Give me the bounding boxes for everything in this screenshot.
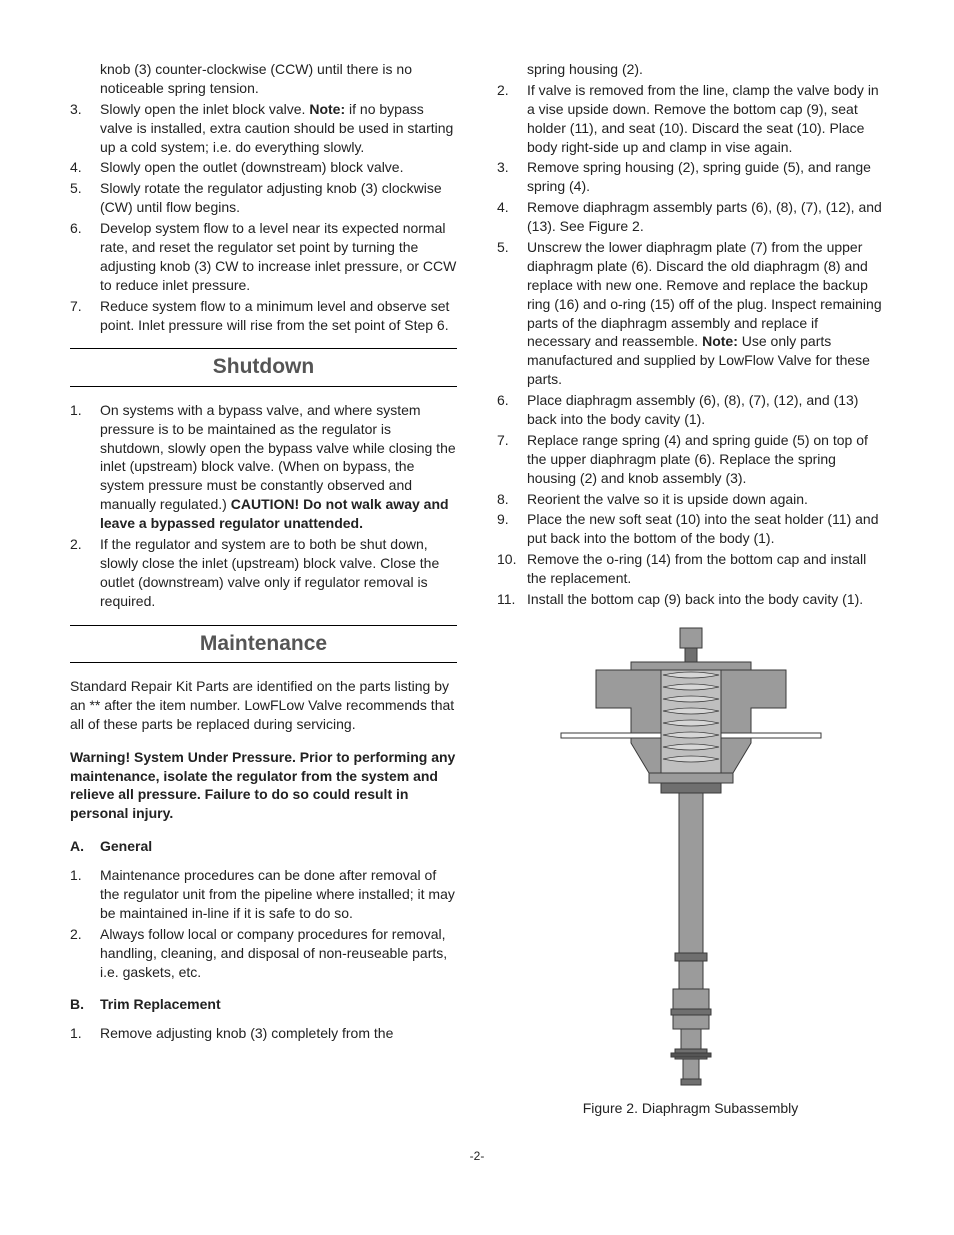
list-text: Unscrew the lower diaphragm plate (7) fr… — [527, 238, 884, 389]
list-text: Replace range spring (4) and spring guid… — [527, 431, 884, 488]
list-text: If valve is removed from the line, clamp… — [527, 81, 884, 157]
list-num: 6. — [70, 219, 100, 295]
list-num: 7. — [70, 297, 100, 335]
list-num — [497, 60, 527, 79]
list-text: knob (3) counter-clockwise (CCW) until t… — [100, 60, 457, 98]
list-num: 2. — [70, 925, 100, 982]
list-num — [70, 60, 100, 98]
list-num: 5. — [497, 238, 527, 389]
list-num: 7. — [497, 431, 527, 488]
shutdown-list: 1.On systems with a bypass valve, and wh… — [70, 401, 457, 611]
list-text: spring housing (2). — [527, 60, 884, 79]
trim-list-part2: spring housing (2). 2.If valve is remove… — [497, 60, 884, 609]
list-text: Develop system flow to a level near its … — [100, 219, 457, 295]
list-text: Slowly open the inlet block valve. Note:… — [100, 100, 457, 157]
list-num: 10. — [497, 550, 527, 588]
list-text: Place the new soft seat (10) into the se… — [527, 510, 884, 548]
maintenance-intro: Standard Repair Kit Parts are identified… — [70, 677, 457, 734]
list-num: 5. — [70, 179, 100, 217]
list-num: 9. — [497, 510, 527, 548]
list-num: 1. — [70, 401, 100, 533]
list-num: 2. — [70, 535, 100, 611]
left-column: knob (3) counter-clockwise (CCW) until t… — [70, 60, 457, 1118]
diaphragm-diagram — [541, 623, 841, 1093]
sub-heading-general: A. General — [70, 837, 457, 856]
sub-heading-trim: B. Trim Replacement — [70, 995, 457, 1014]
list-num: 3. — [497, 158, 527, 196]
figure-2-wrap: Figure 2. Diaphragm Subassembly — [497, 623, 884, 1118]
list-text: On systems with a bypass valve, and wher… — [100, 401, 457, 533]
list-num: 1. — [70, 866, 100, 923]
figure-2-caption: Figure 2. Diaphragm Subassembly — [497, 1099, 884, 1118]
list-text: Remove diaphragm assembly parts (6), (8)… — [527, 198, 884, 236]
list-text: Maintenance procedures can be done after… — [100, 866, 457, 923]
list-text: If the regulator and system are to both … — [100, 535, 457, 611]
list-num: 2. — [497, 81, 527, 157]
list-num: 11. — [497, 590, 527, 609]
right-column: spring housing (2). 2.If valve is remove… — [497, 60, 884, 1118]
list-text: Remove adjusting knob (3) completely fro… — [100, 1024, 457, 1043]
list-num: 8. — [497, 490, 527, 509]
trim-list-part1: 1.Remove adjusting knob (3) completely f… — [70, 1024, 457, 1043]
list-text: Slowly open the outlet (downstream) bloc… — [100, 158, 457, 177]
list-text: Place diaphragm assembly (6), (8), (7), … — [527, 391, 884, 429]
startup-continued-list: knob (3) counter-clockwise (CCW) until t… — [70, 60, 457, 334]
list-text: Install the bottom cap (9) back into the… — [527, 590, 884, 609]
general-list: 1.Maintenance procedures can be done aft… — [70, 866, 457, 981]
maintenance-warning: Warning! System Under Pressure. Prior to… — [70, 748, 457, 824]
list-text: Always follow local or company procedure… — [100, 925, 457, 982]
maintenance-heading: Maintenance — [70, 625, 457, 663]
list-num: 4. — [497, 198, 527, 236]
list-num: 3. — [70, 100, 100, 157]
page-number: -2- — [70, 1148, 884, 1164]
list-text: Reorient the valve so it is upside down … — [527, 490, 884, 509]
list-text: Remove spring housing (2), spring guide … — [527, 158, 884, 196]
list-text: Slowly rotate the regulator adjusting kn… — [100, 179, 457, 217]
list-text: Remove the o-ring (14) from the bottom c… — [527, 550, 884, 588]
list-text: Reduce system flow to a minimum level an… — [100, 297, 457, 335]
shutdown-heading: Shutdown — [70, 348, 457, 386]
list-num: 4. — [70, 158, 100, 177]
list-num: 1. — [70, 1024, 100, 1043]
list-num: 6. — [497, 391, 527, 429]
